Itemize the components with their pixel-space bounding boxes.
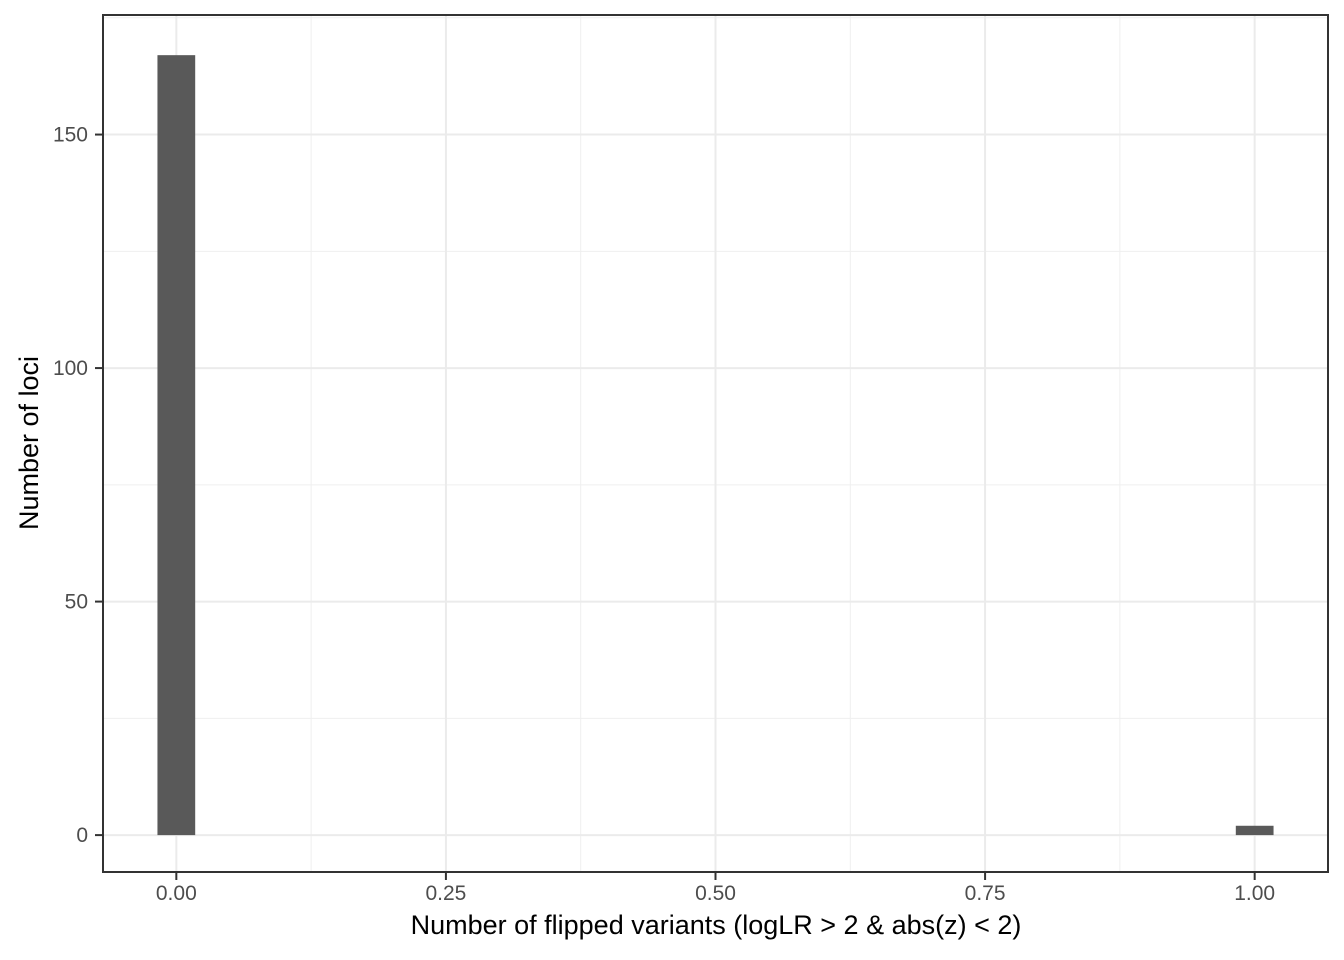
x-axis-tick-label: 1.00 (1234, 882, 1275, 905)
x-axis-tick-label: 0.75 (965, 882, 1006, 905)
y-axis-tick-label: 0 (76, 824, 88, 847)
plot-panel: 0.00 0.25 0.50 0.75 1.00 0 50 100 150 (53, 14, 1329, 905)
histogram-bar (1235, 825, 1274, 836)
x-axis-tick-label: 0.25 (425, 882, 466, 905)
y-axis-tick-label: 150 (53, 124, 88, 147)
y-axis-tick-label: 100 (53, 357, 88, 380)
x-axis-tick-label: 0.00 (156, 882, 197, 905)
y-axis-title: Number of loci (14, 356, 44, 530)
x-axis-title: Number of flipped variants (logLR > 2 & … (411, 910, 1022, 940)
panel-border (102, 14, 1329, 873)
histogram-bar (157, 55, 196, 836)
y-axis-tick-label: 50 (65, 591, 88, 614)
x-axis-tick-label: 0.50 (695, 882, 736, 905)
